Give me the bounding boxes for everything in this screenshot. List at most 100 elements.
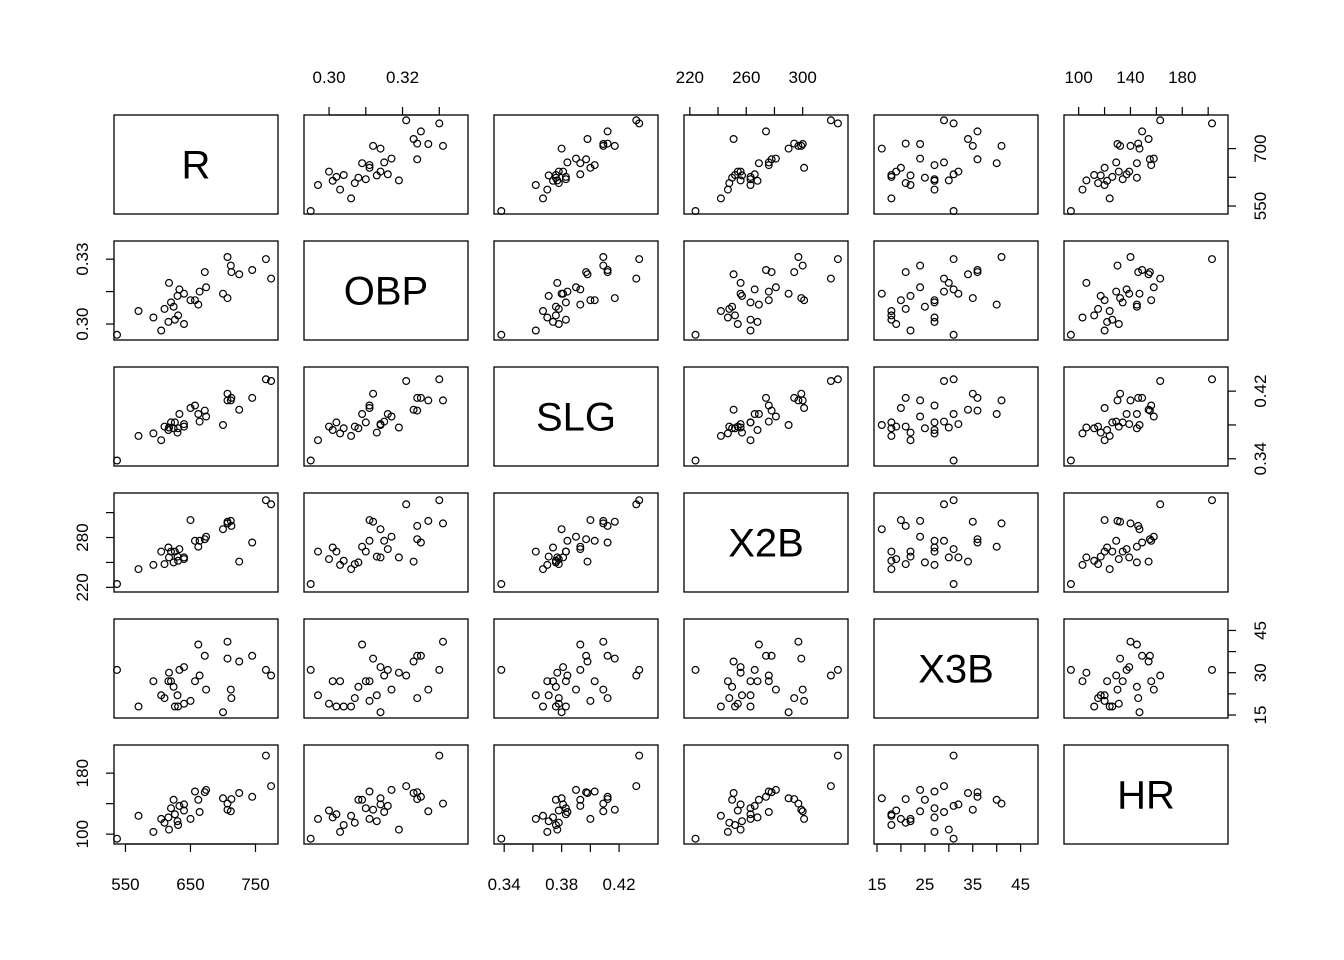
data-point — [1100, 696, 1109, 705]
data-point — [826, 116, 835, 125]
data-point — [754, 640, 763, 649]
data-point — [157, 691, 166, 700]
data-point — [930, 298, 939, 307]
data-point — [798, 261, 807, 270]
data-point — [892, 167, 901, 176]
data-point — [930, 787, 939, 796]
data-point — [164, 543, 173, 552]
data-point — [191, 787, 200, 796]
data-point — [1105, 702, 1114, 711]
data-point — [784, 421, 793, 430]
data-point — [424, 140, 433, 149]
panel-SLG-vs-OBP — [303, 366, 469, 467]
tick-label: 100 — [73, 820, 92, 848]
data-point — [610, 654, 619, 663]
data-point — [372, 691, 381, 700]
data-point — [892, 320, 901, 329]
data-point — [790, 694, 799, 703]
data-point — [599, 519, 608, 528]
data-point — [916, 261, 925, 270]
data-point — [543, 313, 552, 322]
data-point — [223, 654, 232, 663]
data-point — [497, 579, 506, 588]
panel-SLG-vs-X3B — [873, 366, 1039, 467]
data-point — [583, 788, 592, 797]
data-point — [328, 176, 337, 185]
data-point — [402, 377, 411, 386]
data-point — [1082, 278, 1091, 287]
data-point — [992, 300, 1001, 309]
tick-label: 260 — [732, 68, 760, 87]
data-point — [180, 663, 189, 672]
data-point — [339, 702, 348, 711]
data-point — [544, 552, 553, 561]
panel-frame — [303, 114, 469, 215]
panel-R-vs-SLG — [493, 114, 659, 216]
tick-label: 650 — [176, 875, 204, 894]
data-point — [248, 651, 257, 660]
data-point — [916, 396, 925, 405]
data-point — [358, 410, 367, 419]
data-point — [369, 389, 378, 398]
data-point — [226, 807, 235, 816]
data-point — [1103, 176, 1112, 185]
data-point — [784, 144, 793, 153]
tick-label: 45 — [1011, 875, 1030, 894]
data-point — [887, 547, 896, 556]
data-point — [997, 396, 1006, 405]
data-point — [939, 500, 948, 509]
data-point — [1090, 311, 1099, 320]
data-point — [134, 431, 143, 440]
data-point — [997, 519, 1006, 528]
data-point — [603, 538, 612, 547]
data-point — [1132, 410, 1141, 419]
data-point — [1100, 547, 1109, 556]
data-point — [949, 496, 958, 505]
data-point — [1090, 424, 1099, 433]
data-point — [1066, 579, 1075, 588]
data-point — [887, 418, 896, 427]
data-point — [409, 135, 418, 144]
data-point — [753, 317, 762, 326]
data-point — [223, 294, 232, 303]
data-point — [409, 788, 418, 797]
data-point — [887, 171, 896, 180]
data-point — [261, 496, 270, 505]
data-point — [358, 159, 367, 168]
data-point — [194, 410, 203, 419]
data-point — [729, 657, 738, 666]
data-point — [930, 313, 939, 322]
data-point — [561, 804, 570, 813]
data-point — [997, 799, 1006, 808]
data-point — [599, 637, 608, 646]
data-point — [1122, 545, 1131, 554]
data-point — [365, 536, 374, 545]
data-point — [1108, 315, 1117, 324]
data-point — [1126, 519, 1135, 528]
data-point — [728, 682, 737, 691]
panel-X3B-vs-SLG — [493, 618, 659, 719]
data-point — [1145, 535, 1154, 544]
data-point — [497, 207, 506, 216]
data-point — [1114, 422, 1123, 431]
data-point — [267, 377, 276, 386]
data-point — [746, 326, 755, 335]
data-point — [939, 116, 948, 125]
data-point — [632, 274, 641, 283]
panel-frame — [303, 618, 469, 719]
data-point — [968, 389, 977, 398]
data-point — [202, 685, 211, 694]
data-point — [1132, 640, 1141, 649]
data-point — [1147, 296, 1156, 305]
data-point — [435, 119, 444, 128]
data-point — [361, 804, 370, 813]
data-point — [223, 253, 232, 262]
data-point — [1125, 553, 1134, 562]
data-point — [691, 456, 700, 465]
data-point — [771, 154, 780, 163]
data-point — [877, 144, 886, 153]
data-point — [1149, 283, 1158, 292]
tick-label: 220 — [73, 573, 92, 601]
data-point — [599, 261, 608, 270]
data-point — [167, 418, 176, 427]
